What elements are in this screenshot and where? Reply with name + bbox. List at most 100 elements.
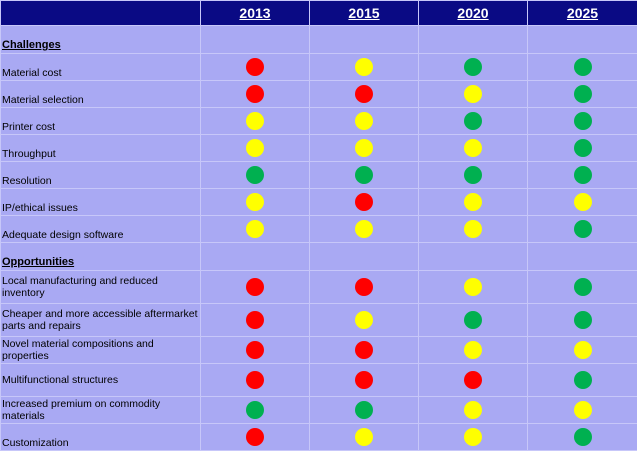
section-title: Opportunities xyxy=(1,243,201,271)
status-cell xyxy=(201,81,310,108)
status-cell xyxy=(310,271,419,304)
status-cell xyxy=(310,304,419,337)
empty-cell xyxy=(419,243,528,271)
status-cell xyxy=(419,364,528,397)
status-dot-yellow xyxy=(246,193,264,211)
status-dot-yellow xyxy=(355,58,373,76)
status-cell xyxy=(201,216,310,243)
status-dot-red xyxy=(246,341,264,359)
table-row: Local manufacturing and reduced inventor… xyxy=(1,271,637,304)
empty-cell xyxy=(528,243,637,271)
row-label: IP/ethical issues xyxy=(1,189,201,216)
status-dot-red xyxy=(246,311,264,329)
status-cell xyxy=(201,337,310,364)
row-label: Novel material compositions and properti… xyxy=(1,337,201,364)
status-cell xyxy=(528,189,637,216)
status-cell xyxy=(201,364,310,397)
header-row: 2013 2015 2020 2025 xyxy=(1,1,637,26)
status-dot-green xyxy=(574,112,592,130)
status-dot-yellow xyxy=(464,139,482,157)
status-cell xyxy=(201,135,310,162)
status-cell xyxy=(419,135,528,162)
status-cell xyxy=(201,271,310,304)
status-dot-green xyxy=(464,166,482,184)
status-dot-red xyxy=(355,85,373,103)
table-row: Adequate design software xyxy=(1,216,637,243)
table-row: Multifunctional structures xyxy=(1,364,637,397)
table-row: Cheaper and more accessible aftermarket … xyxy=(1,304,637,337)
status-cell xyxy=(201,108,310,135)
status-cell xyxy=(528,108,637,135)
table-row: Novel material compositions and properti… xyxy=(1,337,637,364)
status-cell xyxy=(201,397,310,424)
status-cell xyxy=(528,337,637,364)
status-dot-yellow xyxy=(464,220,482,238)
status-dot-green xyxy=(574,139,592,157)
status-cell xyxy=(419,397,528,424)
status-dot-red xyxy=(355,371,373,389)
status-dot-red xyxy=(355,193,373,211)
status-cell xyxy=(419,424,528,451)
year-header: 2020 xyxy=(419,1,528,26)
status-dot-yellow xyxy=(355,112,373,130)
status-dot-green xyxy=(355,401,373,419)
row-label: Increased premium on commodity materials xyxy=(1,397,201,424)
status-cell xyxy=(310,108,419,135)
status-dot-green xyxy=(464,112,482,130)
status-cell xyxy=(528,304,637,337)
status-dot-red xyxy=(246,278,264,296)
row-label: Material cost xyxy=(1,54,201,81)
status-cell xyxy=(310,54,419,81)
table-row: Throughput xyxy=(1,135,637,162)
row-label: Resolution xyxy=(1,162,201,189)
status-dot-yellow xyxy=(464,341,482,359)
status-dot-red xyxy=(355,341,373,359)
status-dot-yellow xyxy=(574,193,592,211)
status-cell xyxy=(310,424,419,451)
status-cell xyxy=(419,216,528,243)
section-header-row: Opportunities xyxy=(1,243,637,271)
status-dot-yellow xyxy=(246,220,264,238)
row-label: Local manufacturing and reduced inventor… xyxy=(1,271,201,304)
row-label: Multifunctional structures xyxy=(1,364,201,397)
header-corner-cell xyxy=(1,1,201,26)
status-cell xyxy=(310,189,419,216)
status-cell xyxy=(310,135,419,162)
status-dot-red xyxy=(246,85,264,103)
status-dot-yellow xyxy=(246,112,264,130)
status-dot-red xyxy=(355,278,373,296)
status-dot-yellow xyxy=(246,139,264,157)
row-label: Adequate design software xyxy=(1,216,201,243)
status-cell xyxy=(201,54,310,81)
status-dot-red xyxy=(464,371,482,389)
status-cell xyxy=(201,189,310,216)
empty-cell xyxy=(201,26,310,54)
year-header: 2025 xyxy=(528,1,637,26)
empty-cell xyxy=(310,243,419,271)
status-cell xyxy=(419,162,528,189)
status-cell xyxy=(528,162,637,189)
status-dot-green xyxy=(574,220,592,238)
status-dot-red xyxy=(246,58,264,76)
empty-cell xyxy=(201,243,310,271)
status-cell xyxy=(528,135,637,162)
status-cell xyxy=(419,81,528,108)
status-cell xyxy=(310,81,419,108)
status-cell xyxy=(419,271,528,304)
status-dot-green xyxy=(464,311,482,329)
status-dot-yellow xyxy=(464,193,482,211)
status-cell xyxy=(310,216,419,243)
status-dot-green xyxy=(574,371,592,389)
table-row: Increased premium on commodity materials xyxy=(1,397,637,424)
status-cell xyxy=(201,424,310,451)
table-row: IP/ethical issues xyxy=(1,189,637,216)
table-row: Material selection xyxy=(1,81,637,108)
row-label: Material selection xyxy=(1,81,201,108)
status-cell xyxy=(528,424,637,451)
status-cell xyxy=(528,364,637,397)
empty-cell xyxy=(528,26,637,54)
empty-cell xyxy=(310,26,419,54)
status-cell xyxy=(419,304,528,337)
table-row: Customization xyxy=(1,424,637,451)
section-title: Challenges xyxy=(1,26,201,54)
